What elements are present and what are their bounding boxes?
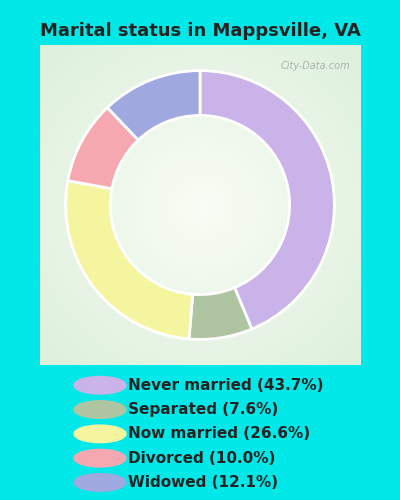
Wedge shape: [66, 180, 193, 339]
Circle shape: [74, 376, 126, 394]
Text: Marital status in Mappsville, VA: Marital status in Mappsville, VA: [40, 22, 360, 40]
Wedge shape: [189, 288, 252, 340]
Wedge shape: [68, 108, 138, 189]
Circle shape: [74, 450, 126, 467]
Wedge shape: [107, 70, 200, 140]
Wedge shape: [200, 70, 334, 329]
Text: Widowed (12.1%): Widowed (12.1%): [128, 475, 278, 490]
Text: City-Data.com: City-Data.com: [281, 61, 350, 71]
Text: Now married (26.6%): Now married (26.6%): [128, 426, 310, 442]
Circle shape: [74, 474, 126, 491]
Text: Never married (43.7%): Never married (43.7%): [128, 378, 324, 393]
Circle shape: [74, 401, 126, 418]
Circle shape: [74, 425, 126, 442]
Text: Separated (7.6%): Separated (7.6%): [128, 402, 278, 417]
Text: Divorced (10.0%): Divorced (10.0%): [128, 450, 275, 466]
